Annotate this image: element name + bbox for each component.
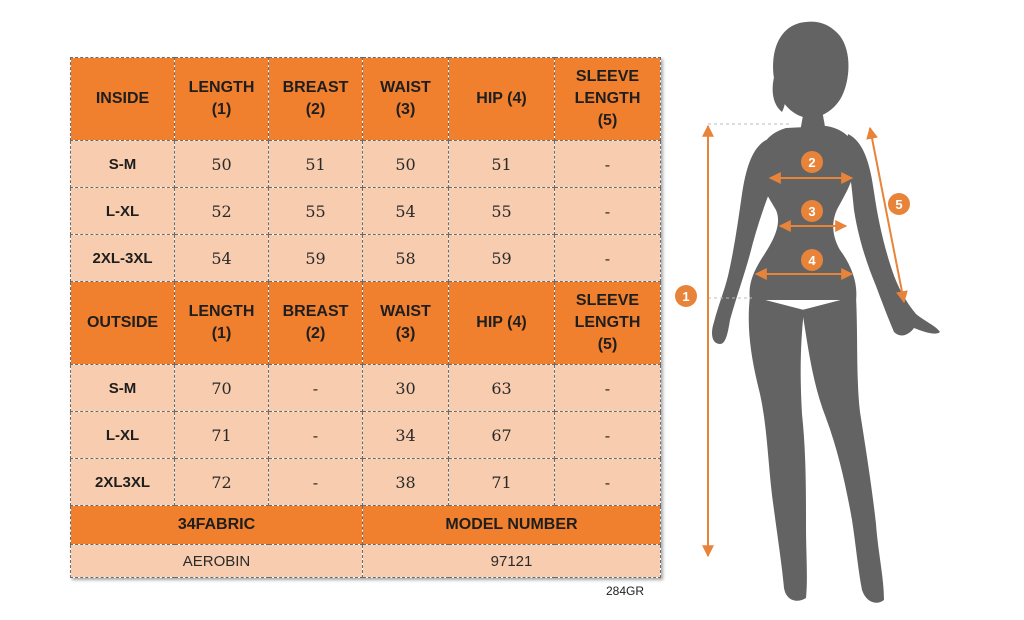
- measurement-cell: 34: [362, 411, 449, 459]
- outside-label: OUTSIDE: [70, 281, 175, 365]
- footer-value-row: AEROBIN 97121: [70, 544, 661, 578]
- column-header-line: (3): [395, 325, 416, 342]
- measurement-cell: 51: [448, 140, 555, 188]
- column-header-line: (5): [597, 112, 618, 129]
- product-code: 284GR: [606, 584, 645, 598]
- table-row: 2XL-3XL 54 59 58 59-: [70, 234, 661, 282]
- size-label: 2XL-3XL: [70, 234, 175, 282]
- table-row: L-XL 52 55 54 55-: [70, 187, 661, 235]
- measurement-cell: 55: [268, 187, 363, 235]
- column-header-line: LENGTH: [574, 90, 641, 107]
- measurement-cell: 55: [448, 187, 555, 235]
- outside-header-row: OUTSIDE LENGTH (1) BREAST (2) WAIST (3) HIP (4)…: [70, 281, 661, 365]
- column-header-line: (1): [211, 101, 232, 118]
- measurement-cell: 72: [174, 458, 269, 506]
- measurement-cell: -: [268, 411, 363, 459]
- svg-text:1: 1: [682, 289, 689, 304]
- measurement-cell: -: [554, 458, 661, 506]
- measurement-cell: 54: [362, 187, 449, 235]
- measurement-cell: 54: [174, 234, 269, 282]
- marker-5: 5: [888, 193, 910, 215]
- measurement-cell: 59: [448, 234, 555, 282]
- column-header-line: BREAST: [282, 303, 349, 320]
- table-row: 2XL3XL 72-38 71-: [70, 458, 661, 506]
- measurement-cell: 38: [362, 458, 449, 506]
- column-header-line: HIP (4): [476, 90, 527, 107]
- svg-text:4: 4: [808, 253, 816, 268]
- size-label: S-M: [70, 140, 175, 188]
- measurement-cell: 63: [448, 364, 555, 412]
- measurement-cell: 71: [174, 411, 269, 459]
- column-header-line: BREAST: [282, 79, 349, 96]
- measurement-cell: 70: [174, 364, 269, 412]
- outside-col-header: LENGTH (1): [174, 281, 269, 365]
- female-silhouette: [712, 21, 940, 603]
- outside-col-header: HIP (4): [448, 281, 555, 365]
- column-header-line: WAIST: [380, 79, 431, 96]
- table-row: S-M 70-30 63-: [70, 364, 661, 412]
- fabric-label: 34FABRIC: [70, 505, 363, 545]
- inside-label: INSIDE: [70, 57, 175, 141]
- column-header-line: (2): [305, 101, 326, 118]
- inside-col-header: WAIST (3): [362, 57, 449, 141]
- column-header-line: LENGTH: [188, 79, 255, 96]
- outside-col-header: WAIST (3): [362, 281, 449, 365]
- model-number-value: 97121: [362, 544, 661, 578]
- column-header-line: LENGTH: [188, 303, 255, 320]
- column-header-line: SLEEVE: [575, 292, 640, 309]
- outside-col-header: BREAST (2): [268, 281, 363, 365]
- measurement-cell: -: [554, 187, 661, 235]
- table-row: S-M 50 51 50 51-: [70, 140, 661, 188]
- measurement-cell: 50: [174, 140, 269, 188]
- measurement-cell: -: [554, 234, 661, 282]
- measurement-cell: -: [554, 364, 661, 412]
- sleeve-measure-line: [866, 126, 908, 304]
- column-header-line: HIP (4): [476, 314, 527, 331]
- measurement-cell: -: [268, 458, 363, 506]
- svg-text:5: 5: [895, 197, 902, 212]
- column-header-line: (1): [211, 325, 232, 342]
- column-header-line: (3): [395, 101, 416, 118]
- marker-3: 3: [801, 200, 823, 222]
- marker-1: 1: [675, 285, 697, 307]
- measurement-cell: 50: [362, 140, 449, 188]
- svg-text:2: 2: [808, 155, 815, 170]
- column-header-line: SLEEVE: [575, 68, 640, 85]
- measurement-cell: -: [554, 411, 661, 459]
- inside-header-row: INSIDE LENGTH (1) BREAST (2) WAIST (3) HIP (4) S…: [70, 57, 661, 141]
- measurement-cell: 71: [448, 458, 555, 506]
- inside-col-header: SLEEVE LENGTH (5): [554, 57, 661, 141]
- fabric-value: AEROBIN: [70, 544, 363, 578]
- inside-col-header: BREAST (2): [268, 57, 363, 141]
- footer-header-row: 34FABRIC MODEL NUMBER: [70, 505, 661, 545]
- measurement-cell: -: [554, 140, 661, 188]
- column-header-line: (5): [597, 336, 618, 353]
- table-row: L-XL 71-34 67-: [70, 411, 661, 459]
- svg-text:3: 3: [808, 204, 815, 219]
- model-number-label: MODEL NUMBER: [362, 505, 661, 545]
- size-label: S-M: [70, 364, 175, 412]
- column-header-line: WAIST: [380, 303, 431, 320]
- column-header-line: (2): [305, 325, 326, 342]
- measurement-cell: 52: [174, 187, 269, 235]
- measurement-cell: 58: [362, 234, 449, 282]
- measurement-cell: 59: [268, 234, 363, 282]
- size-label: L-XL: [70, 187, 175, 235]
- marker-2: 2: [801, 151, 823, 173]
- size-chart-table: INSIDE LENGTH (1) BREAST (2) WAIST (3) HIP (4) S…: [70, 57, 661, 578]
- marker-4: 4: [801, 249, 823, 271]
- outside-col-header: SLEEVE LENGTH (5): [554, 281, 661, 365]
- column-header-line: LENGTH: [574, 314, 641, 331]
